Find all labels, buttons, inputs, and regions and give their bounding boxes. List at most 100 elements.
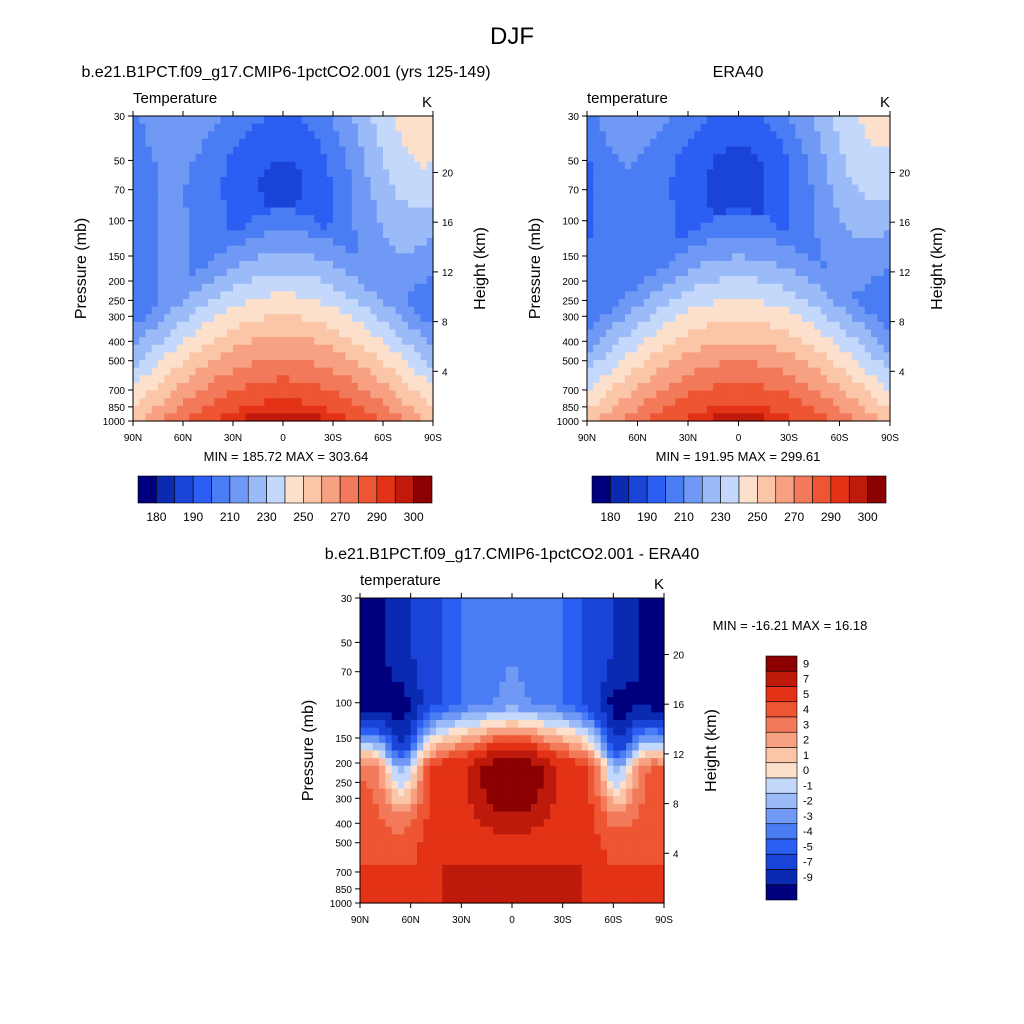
heatmap-cell <box>423 659 431 668</box>
heatmap-cell <box>820 116 828 125</box>
heatmap-cell <box>618 177 626 186</box>
heatmap-cell <box>852 299 860 308</box>
heatmap-cell <box>744 199 752 209</box>
heatmap-cell <box>669 321 676 331</box>
heatmap-cell <box>245 360 253 369</box>
heatmap-cell <box>320 146 328 155</box>
heatmap-cell <box>391 598 399 607</box>
heatmap-cell <box>613 742 621 752</box>
heatmap-cell <box>408 169 415 178</box>
heatmap-cell <box>543 636 551 645</box>
heatmap-cell <box>751 337 759 346</box>
heatmap-cell <box>314 192 322 201</box>
heatmap-cell <box>852 329 860 338</box>
heatmap-cell <box>694 390 702 399</box>
heatmap-cell <box>675 405 683 414</box>
heatmap-cell <box>339 337 347 346</box>
heatmap-cell <box>239 215 247 224</box>
height-tick-label: 8 <box>899 318 905 329</box>
heatmap-cell <box>214 123 222 132</box>
heatmap-cell <box>807 260 815 270</box>
heatmap-cell <box>283 222 290 231</box>
heatmap-cell <box>776 283 784 292</box>
heatmap-cell <box>420 207 428 216</box>
heatmap-cell <box>833 360 841 369</box>
heatmap-cell <box>208 283 215 292</box>
heatmap-cell <box>414 177 422 186</box>
heatmap-cell <box>358 184 365 193</box>
heatmap-cell <box>195 192 203 201</box>
heatmap-cell <box>326 291 334 300</box>
heatmap-cell <box>339 329 347 338</box>
heatmap-cell <box>883 131 891 140</box>
heatmap-cell <box>656 291 664 300</box>
heatmap-cell <box>700 276 708 285</box>
heatmap-cell <box>383 344 390 353</box>
heatmap-cell <box>505 620 513 630</box>
heatmap-cell <box>389 329 397 338</box>
heatmap-cell <box>360 704 367 713</box>
heatmap-cell <box>593 299 601 308</box>
heatmap-cell <box>877 138 885 148</box>
heatmap-cell <box>599 161 607 170</box>
heatmap-cell <box>176 215 184 224</box>
heatmap-cell <box>301 283 309 292</box>
heatmap-cell <box>314 299 322 308</box>
heatmap-cell <box>877 291 885 300</box>
heatmap-cell <box>499 704 507 713</box>
heatmap-cell <box>675 230 683 239</box>
heatmap-cell <box>320 291 328 300</box>
heatmap-cell <box>158 375 165 384</box>
heatmap-cell <box>358 222 365 231</box>
heatmap-cell <box>245 177 253 186</box>
heatmap-cell <box>694 260 702 270</box>
heatmap-cell <box>395 238 403 247</box>
heatmap-cell <box>669 390 676 399</box>
heatmap-cell <box>619 659 627 668</box>
heatmap-cell <box>401 291 409 300</box>
heatmap-cell <box>675 116 683 125</box>
heatmap-cell <box>531 689 538 698</box>
heatmap-cell <box>139 192 147 201</box>
heatmap-cell <box>789 268 796 277</box>
heatmap-cell <box>333 146 340 155</box>
heatmap-cell <box>593 321 601 331</box>
heatmap-cell <box>807 116 815 125</box>
heatmap-cell <box>151 382 159 392</box>
heatmap-cell <box>593 138 601 148</box>
heatmap-cell <box>339 405 347 414</box>
heatmap-cell <box>436 651 443 660</box>
heatmap-cell <box>651 704 659 713</box>
heatmap-cell <box>389 116 397 125</box>
heatmap-cell <box>807 268 815 277</box>
heatmap-cell <box>461 613 469 622</box>
heatmap-cell <box>801 245 809 254</box>
heatmap-cell <box>845 329 853 338</box>
heatmap-cell <box>700 413 708 422</box>
heatmap-cell <box>770 199 777 209</box>
heatmap-cell <box>474 628 481 637</box>
heatmap-cell <box>493 742 500 752</box>
heatmap-cell <box>414 161 422 170</box>
heatmap-cell <box>675 276 683 285</box>
heatmap-cell <box>826 268 834 277</box>
heatmap-cell <box>569 620 576 630</box>
heatmap-cell <box>763 329 771 338</box>
heatmap-cell <box>276 344 284 353</box>
heatmap-cell <box>395 192 403 201</box>
heatmap-cell <box>379 674 386 683</box>
heatmap-cell <box>158 222 165 231</box>
heatmap-cell <box>776 230 784 239</box>
heatmap-cell <box>345 230 353 239</box>
heatmap-cell <box>301 352 309 361</box>
heatmap-cell <box>398 620 405 630</box>
heatmap-cell <box>744 352 752 361</box>
heatmap-cell <box>732 154 740 163</box>
heatmap-cell <box>345 283 353 292</box>
heatmap-cell <box>391 689 399 698</box>
heatmap-cell <box>757 161 765 170</box>
heatmap-cell <box>826 352 834 361</box>
heatmap-cell <box>789 291 796 300</box>
heatmap-cell <box>426 138 434 148</box>
heatmap-cell <box>871 123 878 132</box>
